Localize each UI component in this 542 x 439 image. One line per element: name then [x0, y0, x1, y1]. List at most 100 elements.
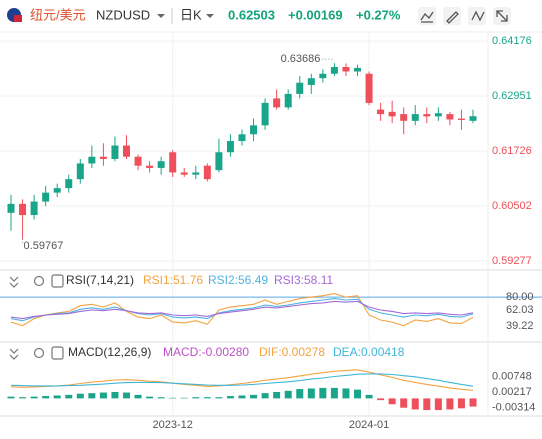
y-tick-label: 0.62951 — [492, 90, 532, 102]
macd-bar — [400, 398, 408, 408]
candle-body — [88, 156, 96, 164]
macd-bar — [423, 398, 431, 411]
candle-body — [7, 203, 15, 213]
macd-bar — [146, 396, 154, 399]
legend-entry: MACD:-0.00280 — [163, 345, 249, 359]
macd-bar — [169, 397, 177, 399]
y-tick-label: 39.22 — [506, 320, 534, 332]
macd-bar — [434, 398, 442, 411]
price: 0.62503 — [228, 7, 275, 22]
candle-body — [42, 192, 50, 202]
menu-icon[interactable] — [51, 346, 64, 360]
candle-body — [354, 67, 361, 72]
change: +0.00169 — [288, 7, 343, 22]
legend-entry: DEA:0.00418 — [333, 345, 405, 359]
collapse-icon[interactable] — [9, 348, 19, 360]
flag-icon-part — [14, 15, 22, 22]
macd-bar — [7, 396, 15, 399]
macd-pane-icons — [9, 346, 64, 360]
candle-body — [423, 114, 431, 117]
high-label: 0.63686 — [281, 53, 321, 65]
change-pct: +0.27% — [356, 7, 401, 22]
macd-bar — [457, 398, 465, 409]
period[interactable]: 日K — [180, 7, 202, 22]
macd-bar — [192, 397, 200, 399]
pair-name: 纽元/美元 — [30, 7, 86, 22]
candle-body — [330, 66, 338, 74]
candle-body — [180, 172, 188, 175]
macd-bar — [203, 397, 211, 399]
compare-button[interactable] — [468, 7, 486, 25]
macd-bar — [65, 394, 73, 399]
candle-body — [134, 156, 142, 166]
candle-body — [76, 163, 84, 180]
candle-body — [377, 109, 385, 115]
indicator-line — [10, 300, 474, 320]
macd-bar — [76, 393, 84, 399]
y-tick-label: 0.59277 — [492, 255, 532, 267]
menu-icon[interactable] — [51, 274, 64, 288]
macd-bar — [377, 398, 385, 401]
candle-body — [30, 201, 38, 216]
candle-body — [99, 156, 107, 159]
settings-icon[interactable] — [33, 275, 45, 287]
macd-bar — [261, 393, 269, 399]
symbol[interactable]: NZDUSD — [96, 7, 150, 22]
candle-body — [307, 78, 315, 85]
x-tick-label: 2023-12 — [153, 419, 193, 431]
legend-entry: RSI2:56.49 — [208, 273, 268, 287]
candle-body — [169, 152, 177, 173]
macd-bar — [111, 391, 119, 399]
macd-bar — [365, 394, 373, 399]
x-tick-label: 2024-01 — [349, 419, 389, 431]
indicator-line — [10, 373, 474, 387]
collapse-icon[interactable] — [9, 276, 19, 288]
candle-body — [192, 172, 200, 175]
macd-bar — [19, 397, 27, 399]
legend-entry: DIF:0.00278 — [259, 345, 325, 359]
candle-body — [250, 125, 258, 135]
macd-bar — [157, 397, 165, 399]
candle-body — [284, 93, 292, 108]
indicator-title: RSI(7,14,21) — [66, 273, 134, 287]
toolbar — [418, 7, 511, 25]
macd-bar — [123, 392, 130, 399]
y-tick-label: 0.61726 — [492, 145, 532, 157]
candle-body — [365, 73, 373, 103]
rsi-pane-icons — [9, 274, 64, 288]
candle-body — [446, 114, 454, 120]
draw-icon — [446, 11, 459, 24]
candle-body — [273, 98, 281, 108]
candle-body — [388, 111, 396, 117]
legend-entry: RSI1:51.76 — [143, 273, 203, 287]
candle-body — [157, 161, 165, 168]
macd-bar — [273, 391, 281, 399]
candle-body — [261, 102, 269, 126]
y-tick-label: 0.60502 — [492, 200, 532, 212]
low-label: 0.59767 — [24, 240, 64, 252]
indicator-line — [10, 369, 474, 391]
macd-bar — [134, 394, 142, 399]
candle-body — [226, 141, 234, 153]
legend-entry: RSI3:58.11 — [274, 273, 333, 287]
macd-bar — [284, 390, 292, 399]
settings-icon[interactable] — [33, 347, 45, 359]
candle-body — [203, 165, 211, 180]
candle-body — [342, 66, 350, 72]
indicator-title: MACD(12,26,9) — [68, 345, 151, 359]
macd-bar — [446, 398, 454, 410]
y-tick-label: 62.03 — [506, 304, 534, 316]
macd-bar — [411, 398, 419, 410]
macd-bar — [99, 392, 107, 399]
indicator-icon — [420, 11, 434, 23]
top-bar: 纽元/美元 NZDUSD 日K 0.62503 +0.00169 +0.27% — [7, 7, 511, 25]
candle-body — [146, 165, 154, 168]
macd-bar — [180, 397, 188, 399]
dropdown-arrow[interactable] — [206, 14, 214, 18]
y-tick-label: -0.00314 — [492, 401, 535, 413]
macd-bar — [330, 387, 338, 399]
dropdown-arrow[interactable] — [157, 14, 165, 18]
macd-bar — [388, 398, 396, 405]
